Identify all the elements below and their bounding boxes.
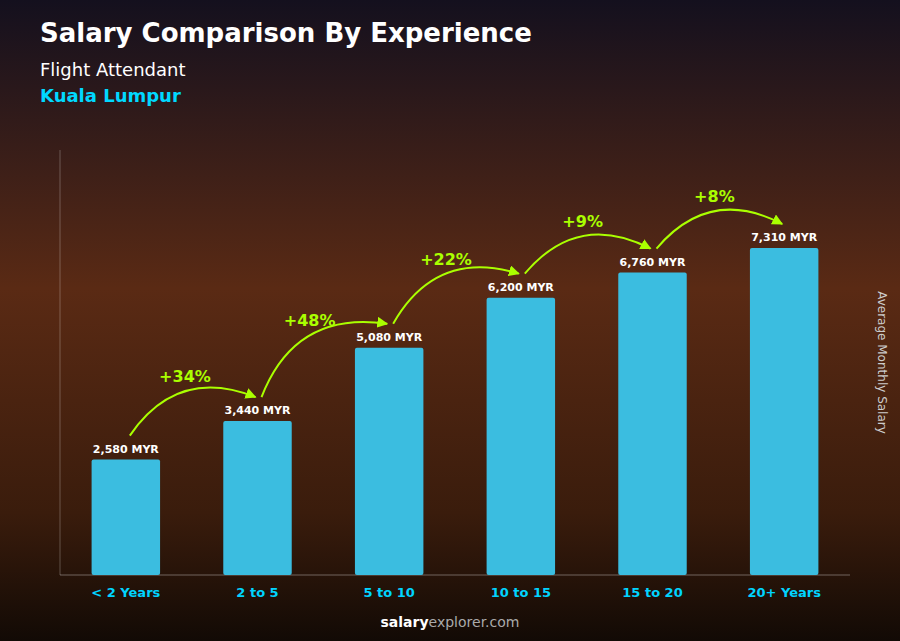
x-axis-line: [60, 575, 850, 576]
change-arrow: [525, 234, 651, 273]
y-axis-label: Average Monthly Salary: [875, 291, 889, 434]
bar: [92, 460, 160, 575]
change-arrow: [657, 210, 783, 249]
background: [0, 0, 900, 641]
y-axis-line: [60, 150, 61, 575]
data-label: 2,580 MYR: [93, 443, 160, 456]
change-label: +22%: [420, 250, 472, 269]
x-tick-label: 20+ Years: [747, 585, 821, 600]
bar: [355, 348, 423, 575]
change-arrow: [130, 388, 256, 436]
x-tick-label: < 2 Years: [91, 585, 160, 600]
x-tick-label: 15 to 20: [622, 585, 682, 600]
title: Salary Comparison By Experience: [40, 18, 532, 48]
bar: [223, 421, 291, 575]
bars: [92, 248, 819, 575]
x-tick-label: 10 to 15: [491, 585, 551, 600]
subtitle: Flight Attendant: [40, 59, 186, 80]
bar: [750, 248, 818, 575]
data-label: 6,200 MYR: [488, 281, 555, 294]
bar: [487, 298, 555, 575]
footer: salaryexplorer.com: [381, 614, 520, 630]
data-label: 6,760 MYR: [619, 256, 686, 269]
footer-part: explorer.com: [429, 614, 520, 630]
data-label: 3,440 MYR: [224, 404, 291, 417]
bar: [618, 273, 686, 575]
data-label: 7,310 MYR: [751, 231, 818, 244]
data-label: 5,080 MYR: [356, 331, 423, 344]
change-label: +34%: [159, 367, 211, 386]
change-arrow: [393, 267, 519, 323]
subtitle: Kuala Lumpur: [40, 85, 181, 106]
change-label: +8%: [694, 187, 735, 206]
change-label: +9%: [562, 212, 603, 231]
footer-part: salary: [381, 614, 429, 630]
change-label: +48%: [284, 311, 336, 330]
x-tick-label: 2 to 5: [236, 585, 278, 600]
change-arrow: [262, 322, 388, 397]
x-tick-label: 5 to 10: [363, 585, 414, 600]
chart: Salary Comparison By Experience Flight At…: [0, 0, 900, 641]
